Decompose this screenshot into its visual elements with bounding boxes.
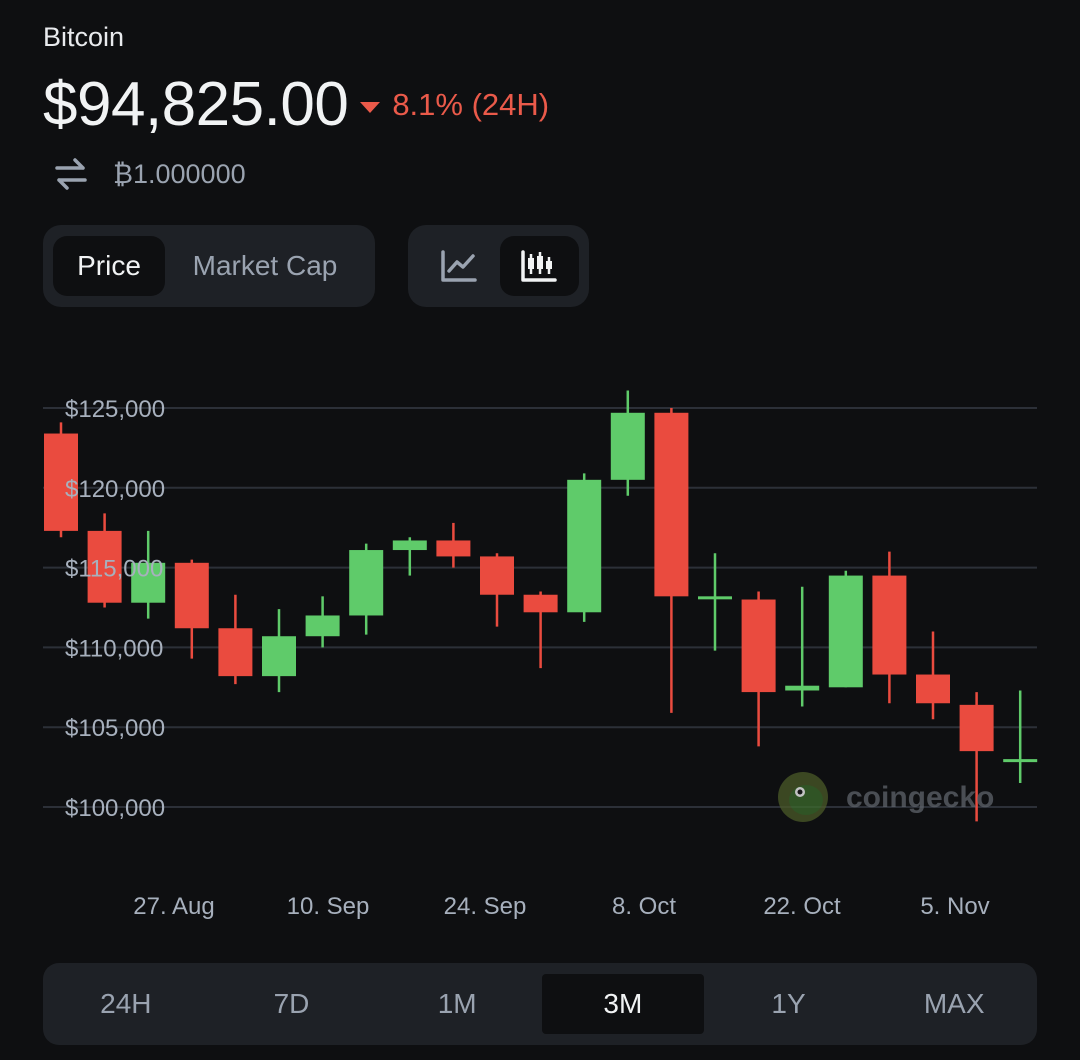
y-tick-label: $115,000 — [65, 556, 163, 583]
candle-body — [654, 412, 689, 597]
candle[interactable] — [87, 513, 122, 608]
candlestick-chart-button[interactable] — [499, 236, 579, 296]
candle-body — [785, 685, 820, 691]
candle-body — [1003, 759, 1038, 763]
candle-body — [174, 562, 209, 629]
price-change-value: 8.1% (24H) — [392, 87, 550, 122]
candle[interactable] — [741, 591, 776, 747]
candle[interactable] — [916, 631, 950, 720]
candle-body — [872, 575, 907, 675]
candle-body — [436, 540, 471, 557]
price-tab[interactable]: Price — [53, 236, 165, 296]
candlestick-chart-icon — [521, 250, 557, 282]
candle[interactable] — [349, 543, 384, 635]
candle[interactable] — [785, 586, 820, 707]
metric-toggle: Price Market Cap — [43, 225, 375, 307]
line-chart-icon — [441, 250, 477, 282]
x-tick-label: 27. Aug — [133, 893, 214, 920]
market-cap-tab[interactable]: Market Cap — [192, 250, 338, 281]
candle[interactable] — [305, 596, 340, 648]
candle[interactable] — [44, 422, 78, 538]
range-1y-button[interactable]: 1Y — [771, 988, 806, 1019]
y-tick-label: $125,000 — [65, 396, 165, 423]
candle-body — [959, 704, 994, 752]
candle-body — [349, 550, 384, 616]
btc-conversion-value: ₿1.000000 — [113, 158, 246, 189]
candle-body — [305, 615, 340, 637]
price-change-badge: 8.1% (24H) — [360, 87, 549, 123]
range-1m-button[interactable]: 1M — [437, 988, 477, 1019]
candle[interactable] — [610, 390, 645, 496]
coingecko-watermark: coingecko — [778, 772, 994, 822]
candle-body — [392, 540, 427, 551]
candle[interactable] — [131, 530, 166, 619]
candle[interactable] — [436, 522, 471, 568]
candle[interactable] — [567, 473, 602, 622]
candle-body — [480, 556, 514, 595]
candle[interactable] — [828, 570, 863, 688]
range-max-button[interactable]: MAX — [923, 988, 985, 1019]
x-tick-label: 22. Oct — [763, 893, 841, 920]
candle-body — [828, 575, 863, 688]
candle-body — [610, 412, 645, 480]
current-price: $94,825.00 — [43, 70, 349, 139]
candle-body — [916, 674, 950, 704]
x-tick-label: 10. Sep — [287, 893, 370, 920]
y-tick-label: $120,000 — [65, 476, 165, 503]
y-tick-label: $110,000 — [65, 635, 163, 662]
candle[interactable] — [480, 553, 514, 627]
range-24h-button[interactable]: 24H — [100, 988, 152, 1019]
candle-body — [698, 596, 732, 600]
time-range-selector: 24H 7D 1M 3M 1Y MAX — [43, 963, 1037, 1045]
x-tick-label: 8. Oct — [612, 893, 676, 920]
chart-type-toggle — [408, 225, 589, 307]
coin-name: Bitcoin — [43, 22, 125, 52]
candle[interactable] — [698, 553, 732, 651]
candle-body — [218, 628, 253, 677]
candle[interactable] — [174, 559, 209, 659]
candle[interactable] — [872, 551, 907, 704]
line-chart-button[interactable] — [418, 236, 500, 296]
range-3m-button[interactable]: 3M — [542, 974, 704, 1034]
candle[interactable] — [654, 408, 689, 713]
candle-body — [741, 599, 776, 693]
candle[interactable] — [262, 609, 296, 693]
price-row: $94,825.00 8.1% (24H) — [43, 70, 549, 140]
swap-arrows-icon[interactable] — [53, 156, 89, 192]
candle[interactable] — [218, 594, 253, 685]
candle[interactable] — [392, 537, 427, 576]
range-7d-button[interactable]: 7D — [273, 988, 310, 1019]
candlestick-chart[interactable]: coingecko $125,000 $120,000 $115,000 $110,0… — [0, 330, 1080, 940]
candle[interactable] — [523, 591, 558, 669]
x-tick-label: 5. Nov — [920, 893, 989, 920]
candle-body — [131, 562, 166, 603]
candle-body — [523, 594, 558, 613]
candle[interactable] — [1003, 690, 1038, 784]
candle-body — [44, 433, 78, 531]
candle[interactable] — [959, 692, 994, 822]
watermark-text: coingecko — [846, 781, 994, 814]
caret-down-icon — [360, 101, 381, 113]
y-tick-label: $100,000 — [65, 795, 165, 822]
candle-body — [567, 479, 602, 613]
conversion-row: ₿1.000000 — [53, 152, 246, 196]
candle-body — [262, 636, 296, 677]
candle-body — [87, 530, 122, 603]
y-tick-label: $105,000 — [65, 715, 165, 742]
x-tick-label: 24. Sep — [444, 893, 527, 920]
